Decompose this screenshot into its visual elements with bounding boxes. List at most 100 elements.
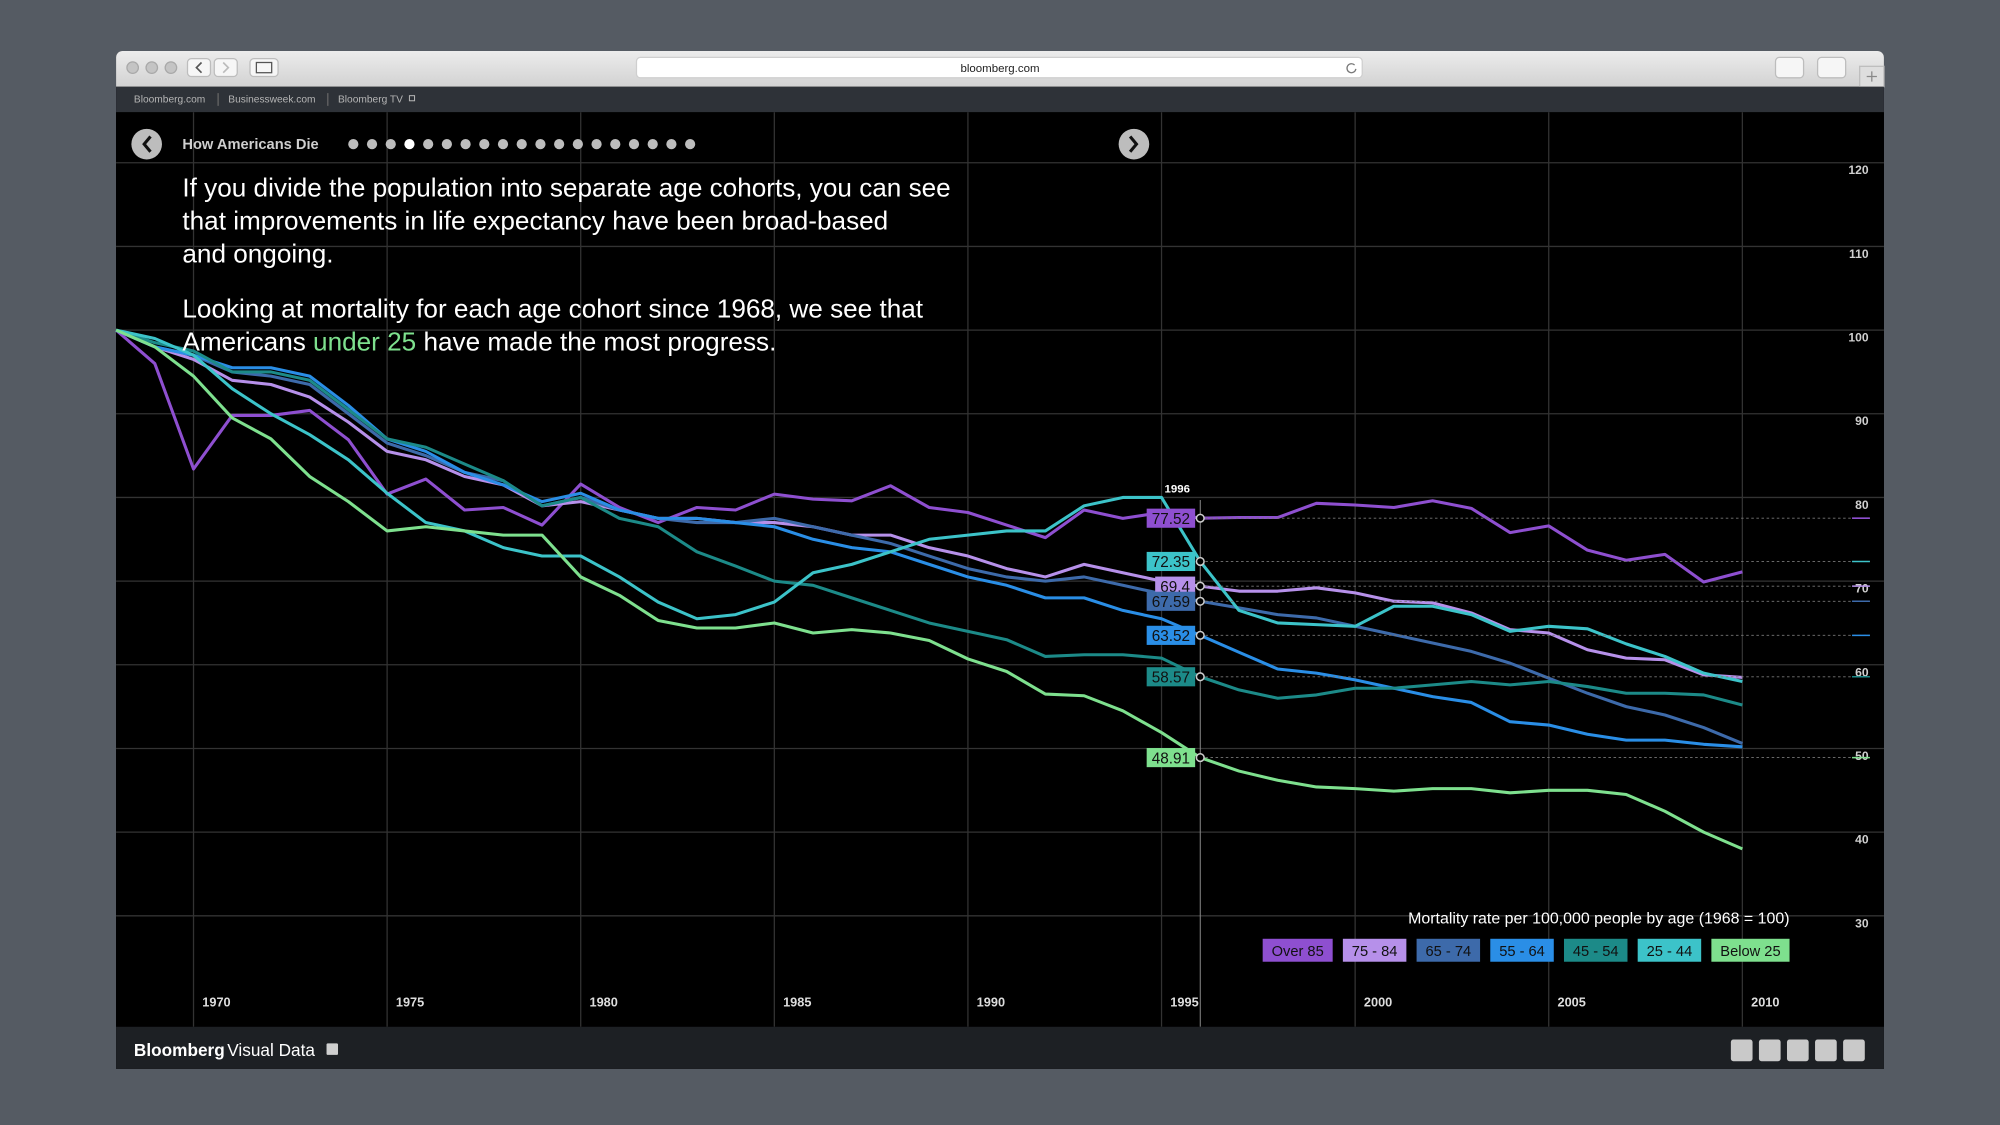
value-marker (1195, 630, 1205, 640)
slide-dot[interactable] (516, 139, 527, 150)
slide-dot[interactable] (479, 139, 490, 150)
legend-chip[interactable] (1563, 938, 1628, 962)
bookmark[interactable]: Bloomberg TV (338, 95, 403, 106)
legend-chip[interactable] (1490, 938, 1554, 962)
y-tick-label: 120 (1848, 163, 1868, 177)
slide-dot[interactable] (385, 139, 396, 150)
legend-title: Mortality rate per 100,000 people by age… (1408, 910, 1789, 927)
slide-dot[interactable] (666, 139, 677, 150)
slide-dot[interactable] (497, 139, 509, 150)
address-bar[interactable] (635, 56, 1363, 79)
series-line (115, 328, 1743, 707)
linkedin-icon[interactable] (1815, 1039, 1837, 1062)
x-tick-label: 2010 (1751, 994, 1779, 1009)
bookmark[interactable]: Bloomberg.com (134, 95, 205, 106)
slide-dot[interactable] (610, 139, 621, 150)
value-label-box (1146, 591, 1196, 611)
x-tick-label: 1975 (396, 994, 424, 1009)
y-tick-label: 110 (1849, 247, 1869, 261)
zoom-button[interactable] (164, 61, 178, 74)
url: bloomberg.com (960, 63, 1039, 75)
cursor-label: 1996 (1165, 483, 1191, 495)
brand: Bloomberg (134, 1040, 225, 1060)
value-label: 72.35 (1152, 554, 1190, 571)
plus-icon (1866, 71, 1877, 82)
value-label: 63.52 (1152, 628, 1190, 645)
slide-dot[interactable] (441, 139, 452, 150)
value-label-box (1146, 625, 1196, 645)
slide-dot[interactable] (535, 139, 546, 150)
reload-icon[interactable] (1346, 63, 1357, 74)
value-label-box (1155, 576, 1196, 596)
x-tick-label: 1995 (1170, 994, 1198, 1009)
slide-dot[interactable] (572, 139, 583, 150)
prev-button[interactable] (131, 128, 162, 160)
slide-dot[interactable] (685, 139, 696, 150)
slide-dot[interactable] (554, 139, 565, 150)
slide-dot[interactable] (647, 139, 658, 150)
share-button[interactable] (1774, 56, 1805, 79)
forward-button[interactable] (213, 58, 238, 78)
prev-icon (142, 135, 152, 153)
intro-line: Americans under 25 have made the most pr… (182, 327, 776, 357)
x-tick-label: 1980 (589, 994, 617, 1009)
tabs-button[interactable] (1816, 56, 1847, 79)
x-tick-label: 1970 (202, 994, 230, 1009)
product-icon (326, 1043, 339, 1055)
legend-chip[interactable] (1342, 938, 1407, 962)
y-tick-label: 80 (1855, 498, 1869, 512)
twitter-icon[interactable] (1730, 1039, 1753, 1062)
value-marker (1195, 752, 1205, 763)
slide-dot[interactable] (366, 139, 378, 150)
facebook-icon[interactable] (1758, 1039, 1781, 1062)
y-tick-label: 70 (1855, 582, 1869, 596)
legend-label: 75 - 84 (1352, 944, 1398, 960)
intro-text: Americans (182, 327, 313, 357)
y-tick-label: 40 (1855, 833, 1869, 847)
back-button[interactable] (186, 58, 212, 78)
email-icon[interactable] (1843, 1039, 1865, 1062)
legend-label: 65 - 74 (1426, 944, 1472, 960)
product: Visual Data (227, 1040, 315, 1060)
intro-line: Looking at mortality for each age cohort… (182, 294, 923, 324)
legend-chip[interactable] (1711, 938, 1790, 962)
slide-dot[interactable] (348, 139, 359, 150)
slide-dot[interactable] (423, 139, 434, 150)
intro-text: have made the most progress. (416, 327, 776, 357)
bookmarks-bar (116, 86, 1884, 113)
value-label-box (1146, 551, 1196, 572)
legend-label: 55 - 64 (1499, 944, 1545, 960)
value-marker (1195, 556, 1205, 567)
value-label: 48.91 (1152, 750, 1190, 767)
value-label-box (1146, 748, 1196, 768)
minimize-button[interactable] (145, 61, 159, 74)
slide-dot[interactable] (460, 139, 471, 150)
browser-window: bloomberg.com Bloomberg.com Businessweek… (115, 51, 1885, 1069)
next-button[interactable] (1118, 128, 1150, 160)
sidebar-button[interactable] (249, 58, 279, 78)
value-label: 67.59 (1152, 594, 1190, 611)
y-tick-label: 50 (1855, 749, 1869, 763)
slide-dot[interactable] (404, 139, 415, 150)
value-marker (1195, 672, 1205, 682)
value-marker (1195, 513, 1205, 523)
intro: If you divide the population into separa… (182, 172, 950, 356)
legend-label: 25 - 44 (1647, 944, 1693, 960)
series-line (115, 328, 1743, 851)
y-tick-label: 30 (1855, 916, 1869, 930)
legend-label: Below 25 (1720, 944, 1780, 960)
legend-chip[interactable] (1262, 938, 1333, 962)
x-tick-label: 2000 (1364, 994, 1392, 1009)
legend-chip[interactable] (1416, 938, 1481, 962)
slide-dot[interactable] (628, 139, 640, 150)
legend-chip[interactable] (1637, 938, 1702, 962)
bookmark[interactable]: Businessweek.com (228, 95, 315, 106)
slide-dot[interactable] (591, 139, 602, 150)
series-line (115, 328, 1743, 684)
series-line (115, 328, 1743, 679)
forward-icon (222, 61, 230, 74)
close-button[interactable] (126, 61, 140, 74)
google-plus-icon[interactable] (1786, 1039, 1809, 1062)
